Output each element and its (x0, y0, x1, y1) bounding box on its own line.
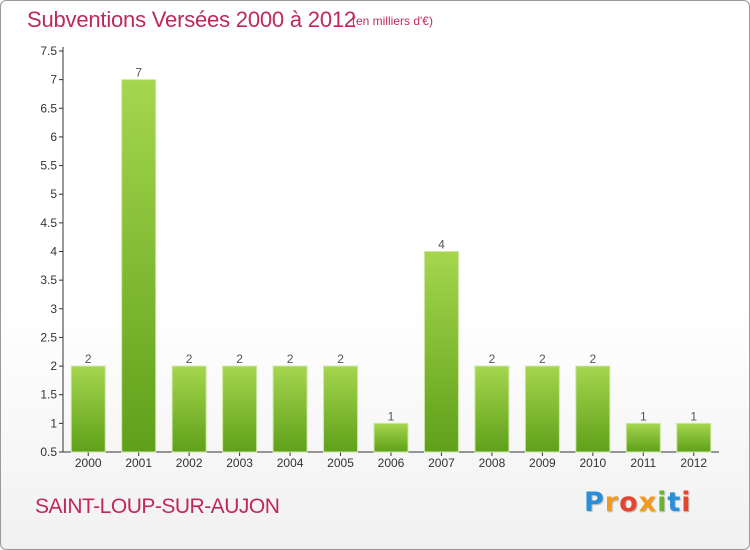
y-tick-label: 4.5 (40, 216, 57, 230)
y-tick-label: 3.5 (40, 273, 57, 287)
bar (70, 365, 106, 453)
bar (423, 251, 459, 453)
data-label: 2 (539, 352, 546, 366)
data-label: 1 (640, 409, 647, 423)
x-tick-label: 2012 (680, 456, 707, 470)
x-tick-label: 2004 (277, 456, 304, 470)
data-label: 7 (135, 66, 142, 80)
y-tick-label: 6 (50, 130, 57, 144)
bar (272, 365, 308, 453)
chart-subtitle: (en milliers d'€) (352, 14, 433, 28)
data-label: 2 (236, 352, 243, 366)
y-tick-label: 2.5 (40, 330, 57, 344)
y-tick-label: 4 (50, 245, 57, 259)
data-label: 2 (590, 352, 597, 366)
x-tick-label: 2007 (428, 456, 455, 470)
x-tick-label: 2011 (630, 456, 656, 470)
x-tick-label: 2010 (579, 456, 606, 470)
y-tick-label: 2 (50, 359, 57, 373)
bar-series (70, 79, 712, 453)
x-tick-label: 2000 (75, 456, 102, 470)
data-label: 2 (287, 352, 294, 366)
bar (171, 365, 207, 453)
bar (323, 365, 359, 453)
bar (524, 365, 560, 453)
bar (676, 422, 712, 453)
x-tick-label: 2005 (327, 456, 354, 470)
proxiti-logo: Proxiti (584, 487, 692, 518)
y-tick-label: 5 (50, 187, 57, 201)
x-tick-label: 2006 (378, 456, 405, 470)
y-tick-label: 5.5 (40, 159, 57, 173)
bar (373, 422, 409, 453)
bar (121, 79, 157, 453)
chart-title: Subventions Versées 2000 à 2012 (27, 7, 356, 32)
data-label: 1 (690, 409, 697, 423)
x-tick-label: 2009 (529, 456, 556, 470)
bar (222, 365, 258, 453)
x-tick-label: 2008 (479, 456, 506, 470)
y-tick-label: 7 (50, 73, 57, 87)
x-tick-label: 2003 (226, 456, 253, 470)
data-label: 1 (388, 409, 395, 423)
data-label: 2 (186, 352, 193, 366)
y-tick-label: 1.5 (40, 388, 57, 402)
y-tick-label: 0.5 (40, 445, 57, 459)
data-label: 2 (85, 352, 92, 366)
y-tick-label: 1 (50, 416, 57, 430)
x-tick-label: 2002 (176, 456, 203, 470)
y-tick-label: 6.5 (40, 101, 57, 115)
bar (474, 365, 510, 453)
data-label: 2 (489, 352, 496, 366)
x-tick-label: 2001 (125, 456, 152, 470)
data-label: 4 (438, 238, 445, 252)
y-tick-label: 3 (50, 302, 57, 316)
data-labels: 2 7 2 2 2 2 1 4 2 2 2 1 1 (85, 66, 698, 424)
data-label: 2 (337, 352, 344, 366)
bar (625, 422, 661, 453)
bar (575, 365, 611, 453)
chart-axes: 0.5 1 1.5 2 2.5 3 3.5 4 4.5 5 5.5 6 6.5 7 7.5 2000 2001 2… (40, 44, 719, 470)
commune-name: SAINT-LOUP-SUR-AUJON (35, 495, 280, 518)
y-tick-label: 7.5 (40, 44, 57, 58)
